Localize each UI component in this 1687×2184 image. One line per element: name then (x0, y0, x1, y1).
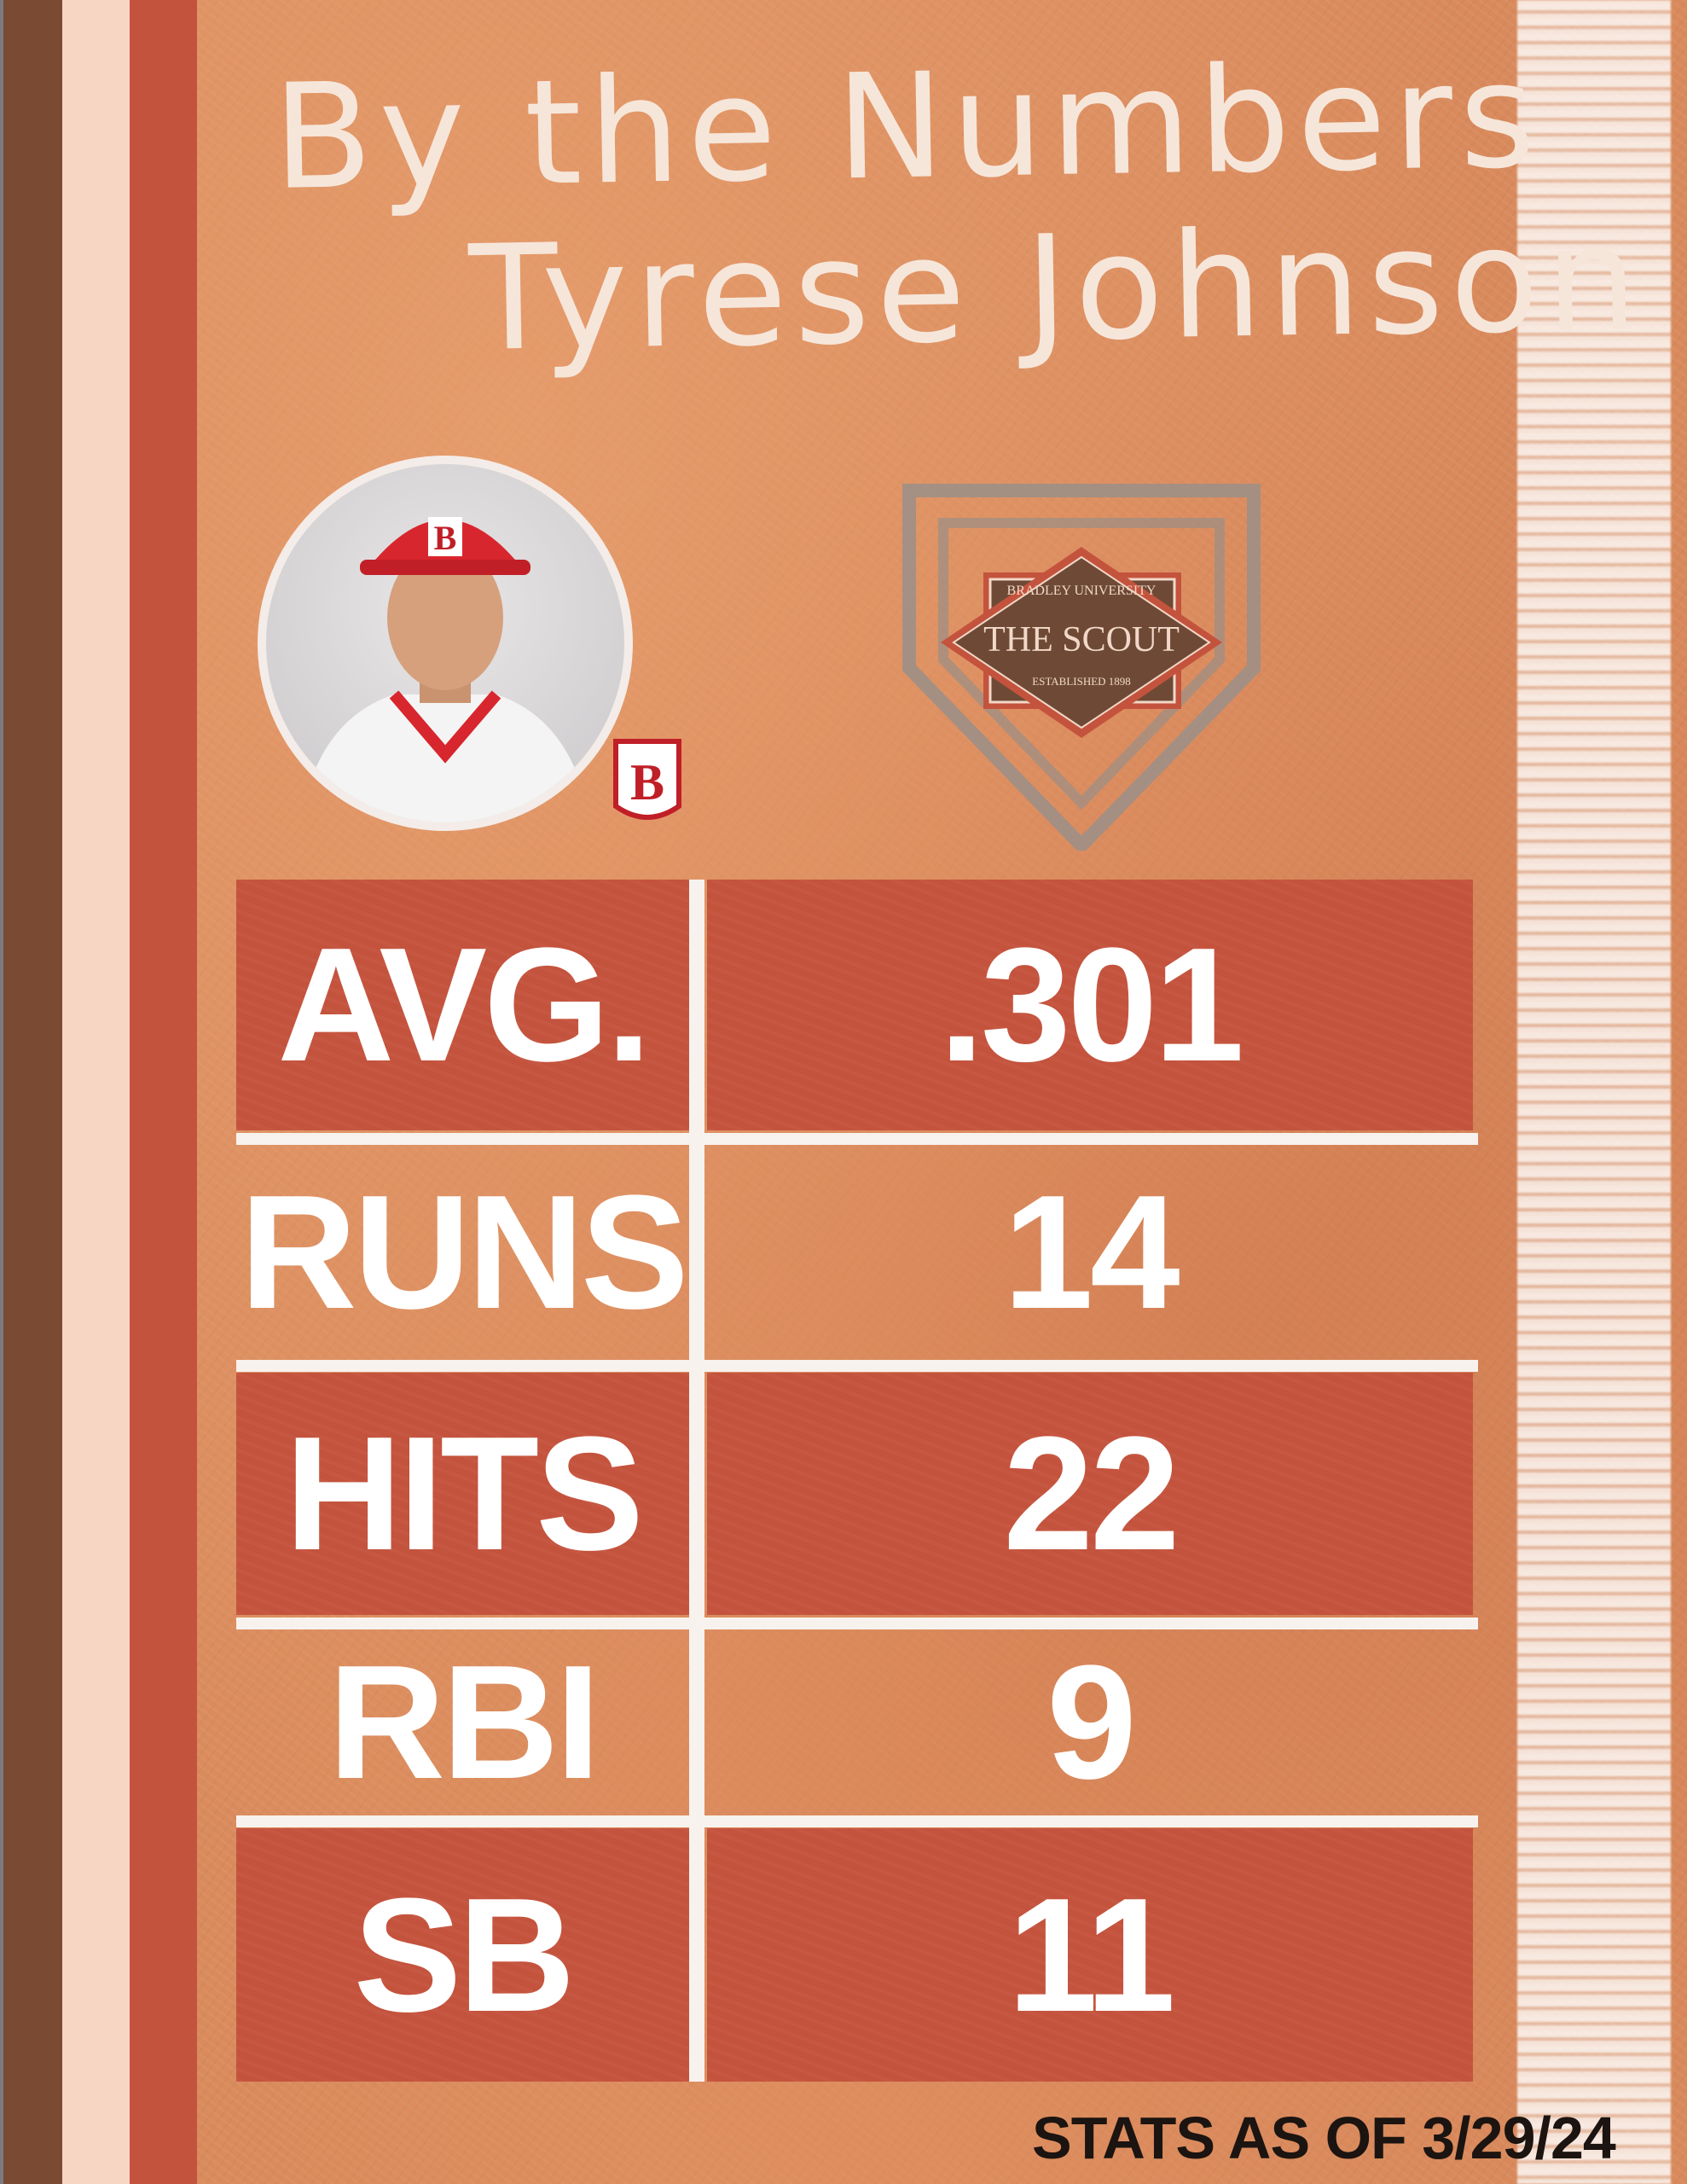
svg-text:B: B (630, 754, 664, 810)
player-name: Tyrese Johnson (467, 194, 1646, 385)
the-scout-logo: BRADLEY UNIVERSITY THE SCOUT ESTABLISHED… (902, 480, 1261, 856)
stripe-brown (3, 0, 62, 2184)
stat-label-sb: SB (353, 1864, 576, 2046)
stats-date-note: STATS AS OF 3/29/24 (1032, 2105, 1616, 2171)
border-gray (0, 0, 3, 2184)
divider (236, 1618, 1478, 1629)
svg-text:THE SCOUT: THE SCOUT (983, 620, 1180, 659)
divider (236, 1360, 1478, 1372)
stat-label-hits: HITS (285, 1403, 644, 1584)
svg-text:BRADLEY UNIVERSITY: BRADLEY UNIVERSITY (1007, 584, 1157, 598)
row-bg-avg-value (707, 880, 1473, 1130)
divider (236, 1133, 1478, 1145)
stat-label-avg: AVG. (277, 915, 651, 1095)
divider (236, 1815, 1478, 1827)
stripe-red (130, 0, 197, 2184)
row-bg-sb (236, 1828, 689, 2082)
row-bg-hits (236, 1373, 689, 1615)
row-bg-avg (236, 880, 689, 1130)
cap-letter: B (434, 519, 457, 557)
stripe-cream (62, 0, 130, 2184)
stat-value-runs: 14 (1003, 1162, 1180, 1343)
column-divider (689, 880, 704, 2082)
stat-value-sb: 11 (1007, 1864, 1176, 2046)
stat-label-runs: RUNS (240, 1162, 688, 1343)
row-bg-hits-value (707, 1373, 1473, 1615)
page-title: By the Numbers (271, 32, 1544, 223)
row-bg-sb-value (707, 1828, 1473, 2082)
player-photo: B (258, 456, 633, 831)
chalk-foul-line (1517, 0, 1671, 2184)
stat-value-rbi: 9 (1046, 1632, 1137, 1813)
stat-value-hits: 22 (1003, 1403, 1180, 1584)
stat-value-avg: .301 (939, 915, 1244, 1095)
svg-text:ESTABLISHED 1898: ESTABLISHED 1898 (1032, 675, 1131, 688)
stat-label-rbi: RBI (328, 1632, 600, 1813)
team-badge: B (612, 738, 682, 828)
